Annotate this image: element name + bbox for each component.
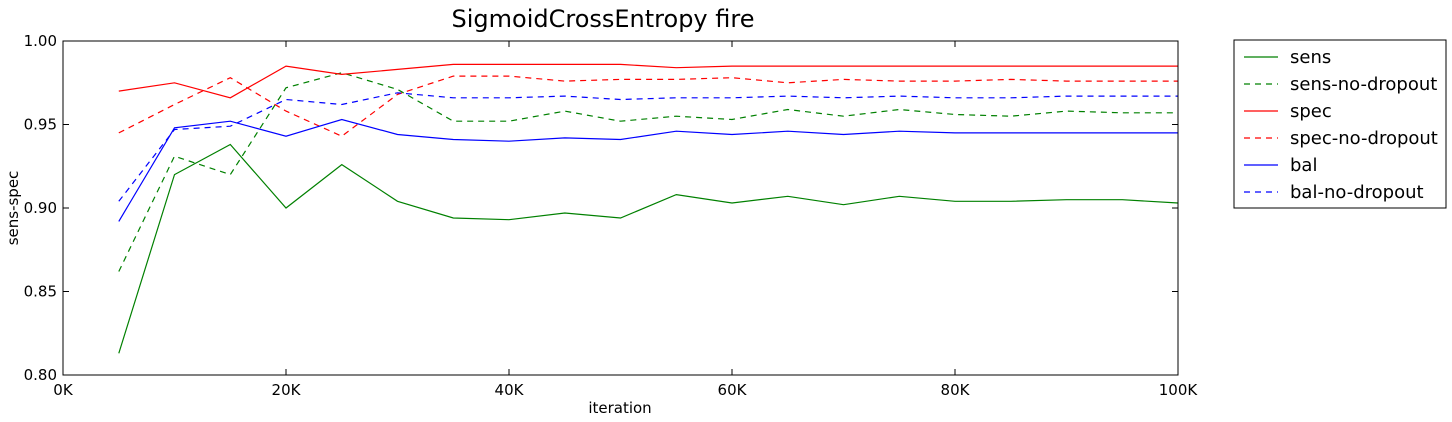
legend-label-bal-no-dropout: bal-no-dropout: [1290, 182, 1424, 203]
series-line-sens: [118, 143, 1179, 354]
legend-box: [1233, 39, 1447, 209]
series-line-sens-no-dropout: [118, 72, 1178, 272]
series-line-bal-no-dropout: [118, 92, 1178, 202]
x-tick-label: 20K: [272, 381, 302, 399]
y-tick-label: 1.00: [24, 32, 57, 50]
legend-label-bal: bal: [1290, 155, 1317, 176]
y-tick-label: 0.85: [24, 283, 57, 301]
x-tick-label: 100K: [1159, 381, 1199, 399]
x-tick-label: 80K: [941, 381, 971, 399]
legend-label-sens: sens: [1290, 47, 1331, 68]
legend-label-sens-no-dropout: sens-no-dropout: [1290, 74, 1437, 95]
x-tick-label: 60K: [718, 381, 748, 399]
y-tick-label: 0.90: [24, 199, 57, 217]
series-line-spec-no-dropout: [118, 75, 1178, 137]
x-tick-label: 40K: [495, 381, 525, 399]
plot-frame: [62, 40, 1179, 376]
legend-label-spec: spec: [1290, 101, 1332, 122]
ticks-layer: 0K 20K 40K 60K 80K 100K 0.80 0.85 0.90 0.95 1.00: [24, 32, 1199, 399]
series-layer: [118, 63, 1179, 354]
series-line-spec: [118, 63, 1178, 99]
y-axis-label: sens-spec: [4, 171, 22, 246]
x-tick-label: 0K: [53, 381, 74, 399]
x-axis-label: iteration: [588, 399, 651, 417]
legend-label-spec-no-dropout: spec-no-dropout: [1290, 128, 1438, 149]
legend: sens sens-no-dropout spec spec-no-dropout ba…: [1233, 39, 1447, 209]
series-line-bal: [118, 118, 1178, 222]
chart-title: SigmoidCrossEntropy fire: [452, 5, 755, 33]
y-tick-label: 0.80: [24, 366, 57, 384]
y-tick-label: 0.95: [24, 116, 57, 134]
